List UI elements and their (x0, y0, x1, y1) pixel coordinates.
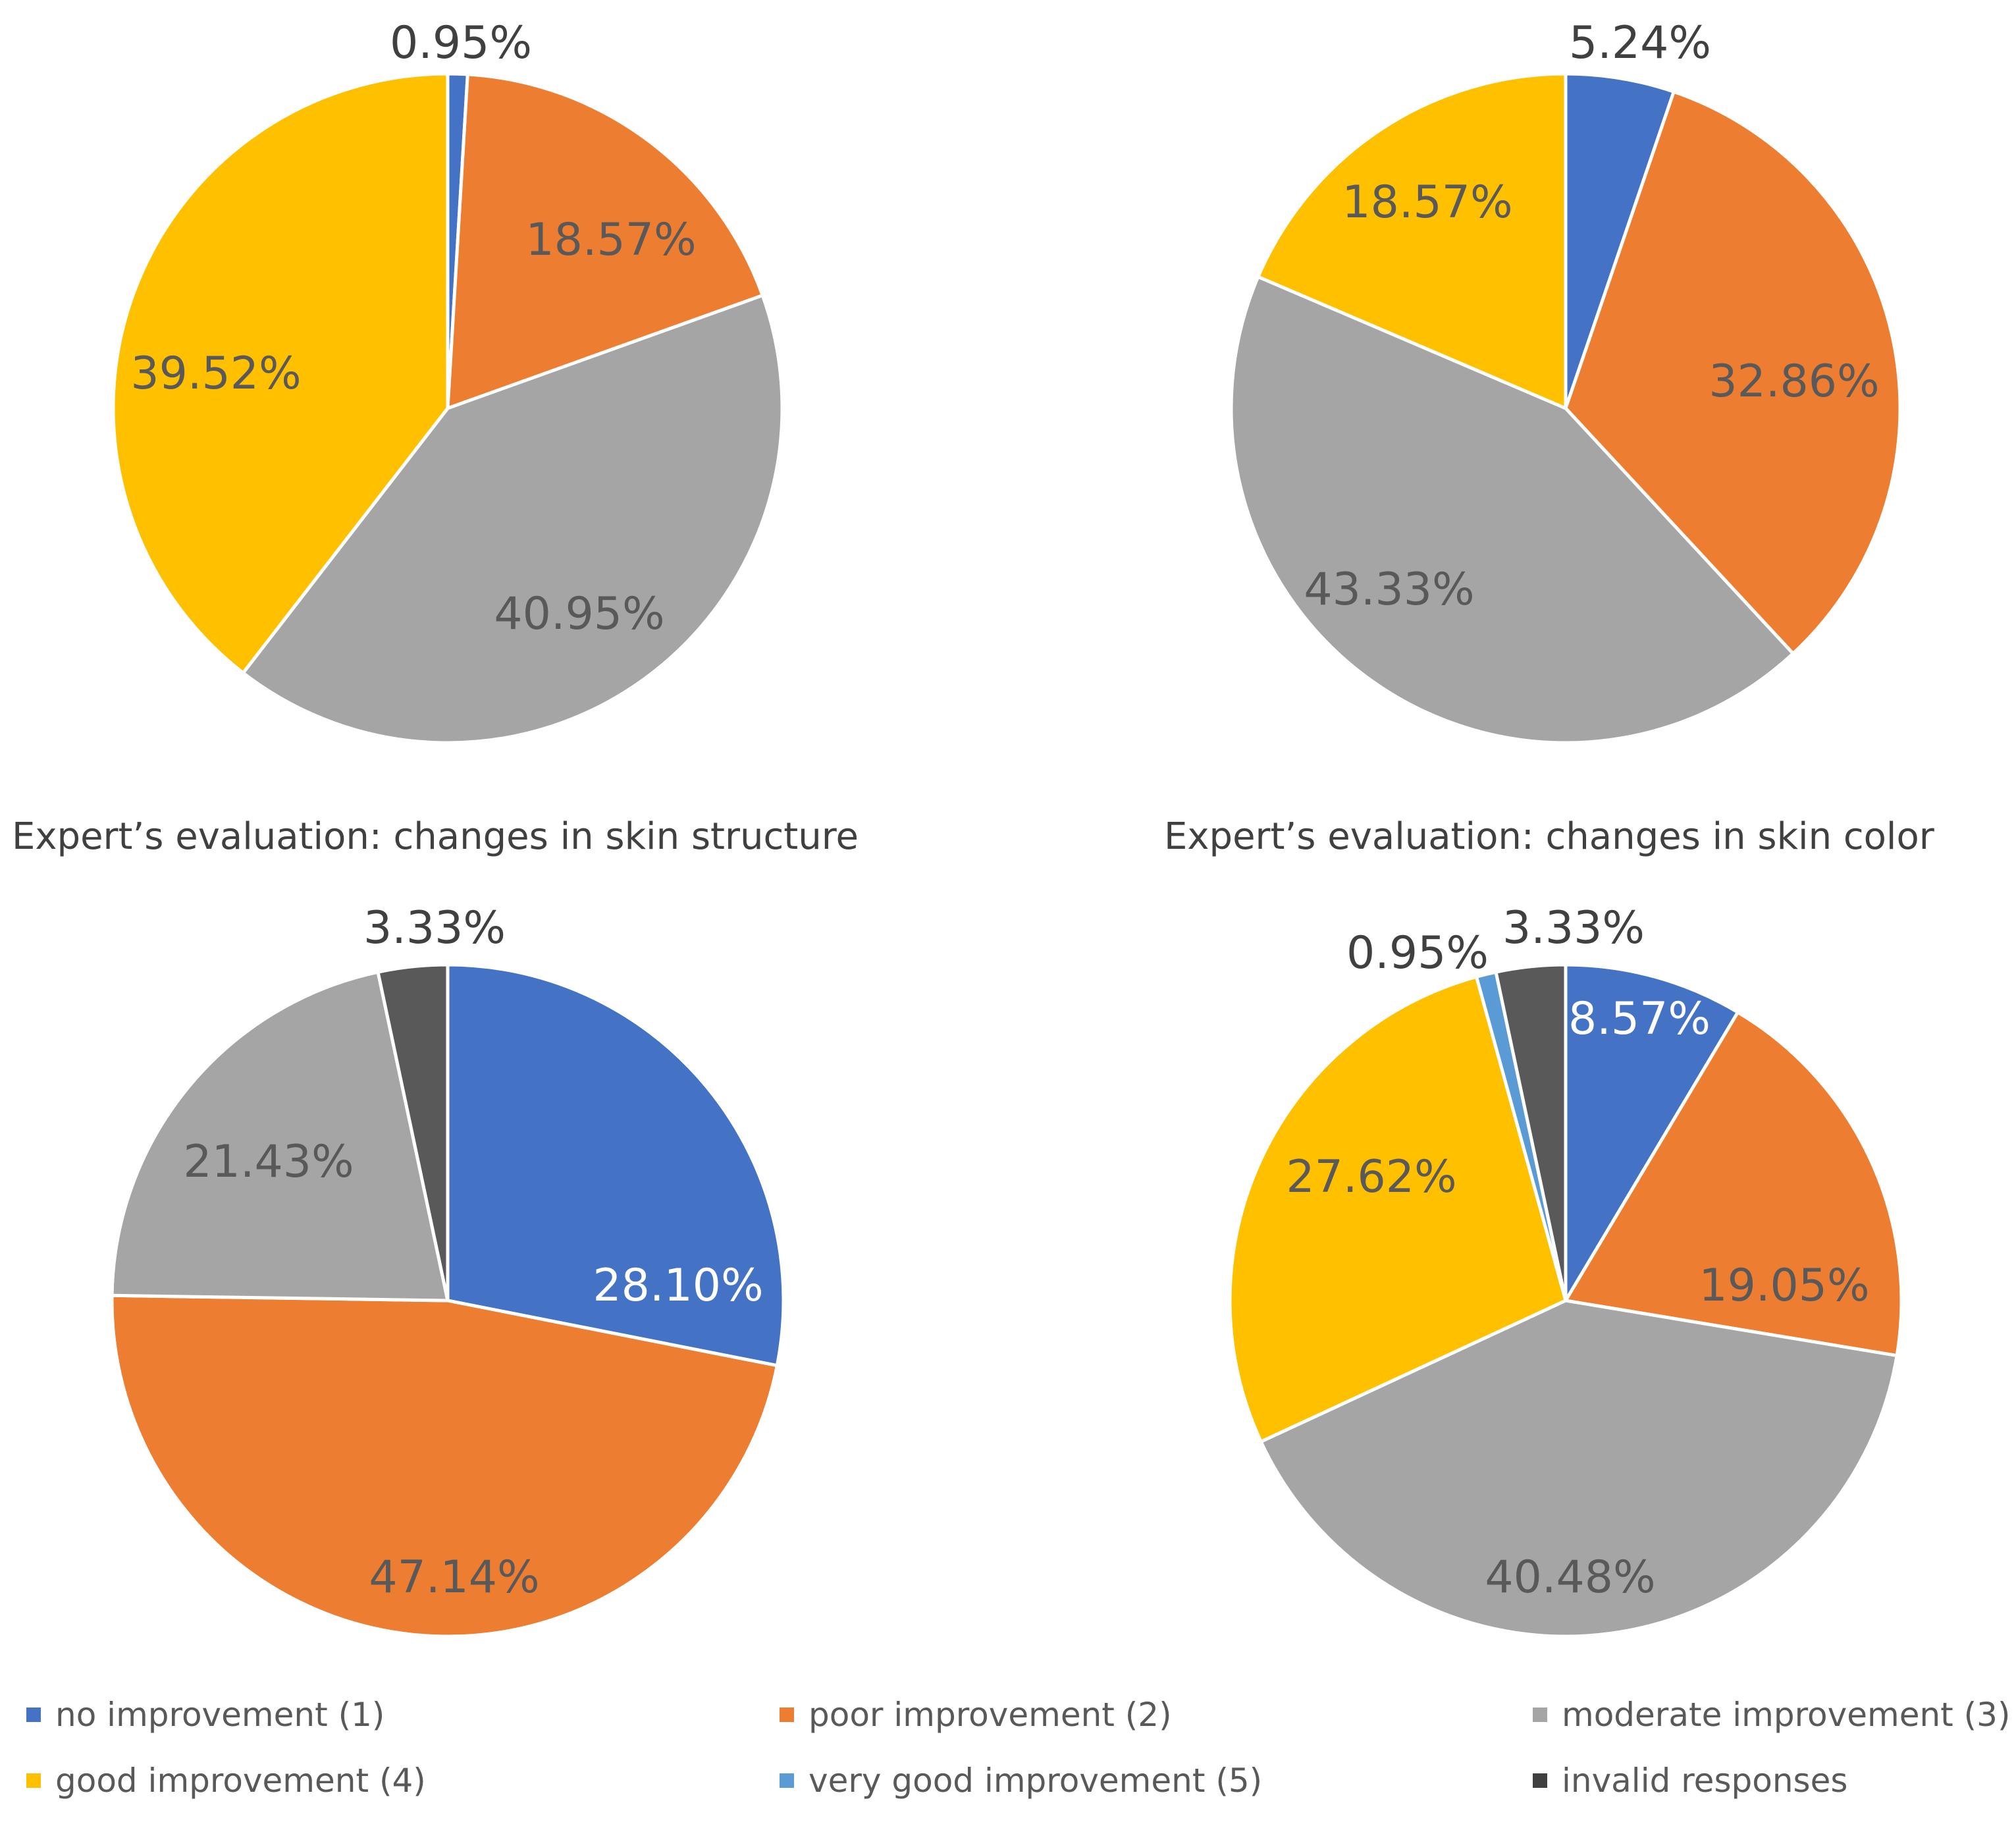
pie-chart-4: 8.57% 19.05% 40.48% 27.62% 0.95% 3.33% (1228, 902, 1903, 1638)
data-label-invalid-responses: 3.33% (1502, 902, 1645, 954)
data-label-moderate-improvement-3: 40.48% (1485, 1551, 1655, 1603)
legend-swatch-no-improvement (26, 1708, 41, 1722)
data-label-very-good-improvement-5: 0.95% (1346, 927, 1489, 979)
chart-title-skin-structure: Expert’s evaluation: changes in skin str… (12, 815, 859, 858)
legend-swatch-very-good-improvement (780, 1773, 794, 1788)
pie-chart-3: 28.10% 47.14% 21.43% 3.33% (110, 902, 785, 1638)
data-label-poor-improvement-2: 32.86% (1709, 356, 1879, 408)
legend-swatch-invalid-responses (1533, 1773, 1547, 1788)
pie-chart-1: 0.95% 18.57% 40.95% 39.52% (111, 17, 784, 745)
legend-item-poor-improvement: poor improvement (2) (780, 1696, 1172, 1734)
pie-slice-poor-improvement-2 (1564, 90, 1902, 655)
pie-slice-good-improvement-4 (1256, 72, 1568, 410)
pie-slice-good-improvement-4 (111, 72, 450, 675)
data-label-poor-improvement-2: 19.05% (1699, 1260, 1869, 1312)
data-label-no-improvement-1: 8.57% (1568, 993, 1711, 1045)
data-label-good-improvement-4: 39.52% (130, 348, 301, 400)
data-label-good-improvement-4: 18.57% (1342, 176, 1512, 229)
legend-label: no improvement (1) (55, 1696, 385, 1734)
data-label-no-improvement-1: 5.24% (1569, 17, 1711, 69)
legend-item-no-improvement: no improvement (1) (26, 1696, 385, 1734)
legend-swatch-poor-improvement (780, 1708, 794, 1722)
data-label-no-improvement-1: 0.95% (390, 17, 532, 69)
pie-slice-invalid-responses (376, 963, 450, 1303)
pie-slice-poor-improvement-2 (446, 72, 764, 410)
pie-slice-no-improvement-1 (1564, 963, 1740, 1303)
legend-item-good-improvement: good improvement (4) (26, 1762, 426, 1800)
legend-label: poor improvement (2) (809, 1696, 1172, 1734)
data-label-no-improvement-1: 28.10% (593, 1260, 763, 1312)
data-label-moderate-improvement-3: 40.95% (494, 588, 664, 640)
data-label-poor-improvement-2: 47.14% (369, 1551, 539, 1603)
pie-slice-moderate-improvement-3 (1259, 1299, 1899, 1638)
legend-item-moderate-improvement: moderate improvement (3) (1533, 1696, 2010, 1734)
data-label-poor-improvement-2: 18.57% (525, 214, 696, 266)
legend-label: invalid responses (1562, 1762, 1848, 1800)
legend-label: very good improvement (5) (809, 1762, 1263, 1800)
legend-item-very-good-improvement: very good improvement (5) (780, 1762, 1262, 1800)
chart-title-skin-color: Expert’s evaluation: changes in skin col… (1164, 815, 1934, 858)
pie-slice-moderate-improvement-3 (110, 970, 450, 1303)
legend-item-invalid-responses: invalid responses (1533, 1762, 1847, 1800)
data-label-moderate-improvement-3: 21.43% (183, 1136, 354, 1188)
pie-slice-poor-improvement-2 (1564, 1010, 1903, 1358)
legend-swatch-moderate-improvement (1533, 1708, 1547, 1722)
data-label-moderate-improvement-3: 43.33% (1304, 564, 1474, 616)
pie-slice-poor-improvement-2 (110, 1293, 779, 1638)
legend-label: good improvement (4) (55, 1762, 426, 1800)
pie-chart-2: 5.24% 32.86% 43.33% 18.57% (1229, 17, 1902, 745)
pie-slice-good-improvement-4 (1228, 975, 1568, 1443)
pie-slice-moderate-improvement-3 (241, 294, 784, 745)
pie-slice-no-improvement-1 (446, 963, 785, 1368)
pie-slice-invalid-responses (1494, 963, 1568, 1303)
legend: no improvement (1) poor improvement (2) … (0, 1696, 2016, 1821)
legend-label: moderate improvement (3) (1562, 1696, 2011, 1734)
data-label-invalid-responses: 3.33% (363, 902, 506, 954)
pie-slice-moderate-improvement-3 (1229, 275, 1795, 745)
legend-swatch-good-improvement (26, 1773, 41, 1788)
data-label-good-improvement-4: 27.62% (1286, 1151, 1456, 1203)
